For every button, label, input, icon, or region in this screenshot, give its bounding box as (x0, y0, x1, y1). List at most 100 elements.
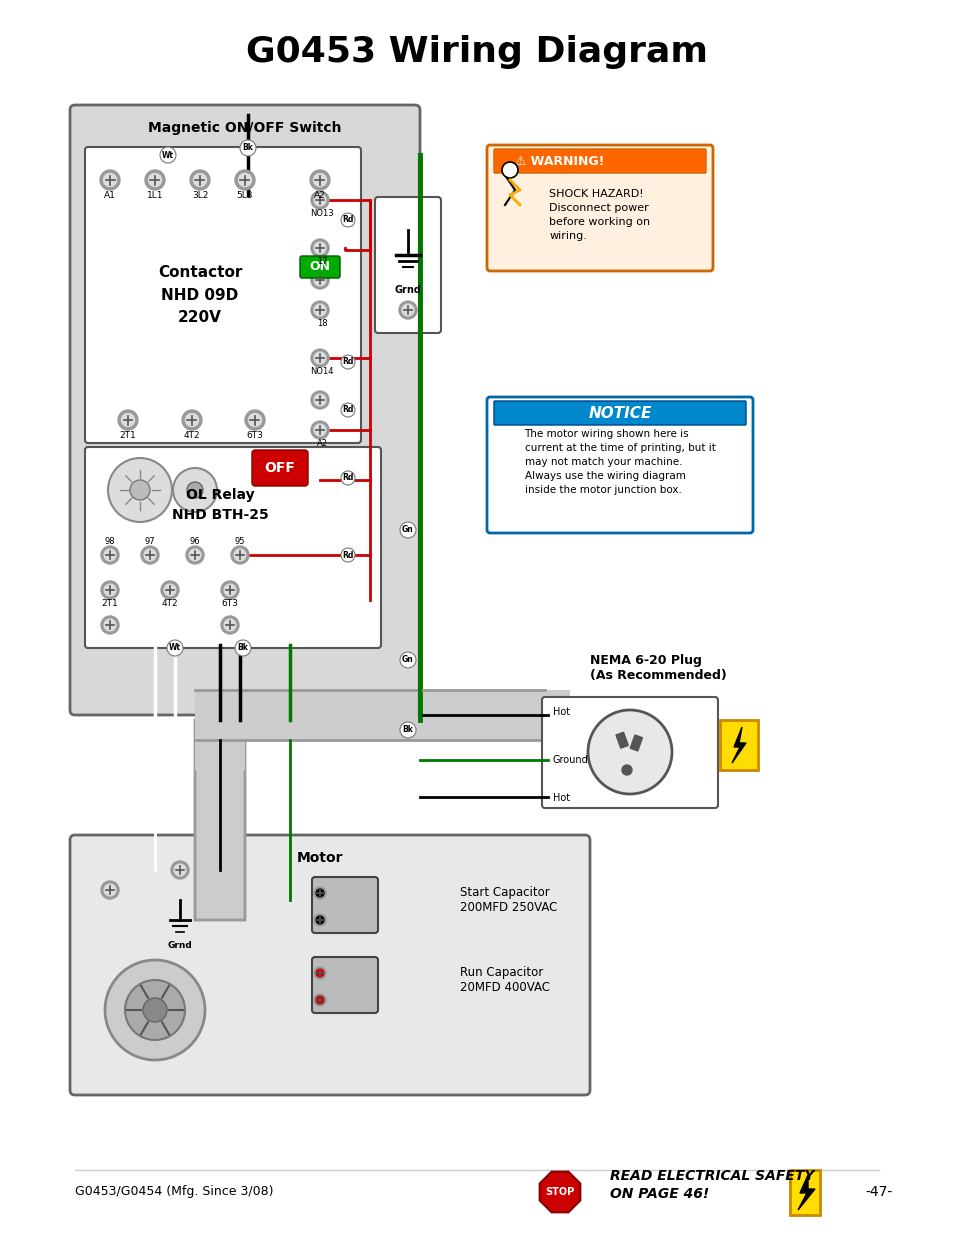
Text: Motor: Motor (296, 851, 343, 864)
FancyBboxPatch shape (312, 957, 377, 1013)
FancyBboxPatch shape (85, 147, 360, 443)
Circle shape (105, 960, 205, 1060)
FancyBboxPatch shape (85, 447, 380, 648)
Text: The motor wiring shown here is
current at the time of printing, but it
may not m: The motor wiring shown here is current a… (524, 429, 715, 495)
FancyBboxPatch shape (70, 835, 589, 1095)
Bar (630, 735, 641, 751)
Text: 95: 95 (234, 536, 245, 546)
Circle shape (231, 546, 249, 564)
Circle shape (185, 414, 198, 426)
Text: NEMA 6-20 Plug
(As Recommended): NEMA 6-20 Plug (As Recommended) (589, 655, 726, 682)
FancyBboxPatch shape (299, 256, 339, 278)
Text: Start Capacitor
200MFD 250VAC: Start Capacitor 200MFD 250VAC (459, 885, 557, 914)
Circle shape (399, 722, 416, 739)
Circle shape (311, 240, 329, 257)
Circle shape (340, 212, 355, 227)
Circle shape (104, 550, 115, 561)
Circle shape (104, 619, 115, 631)
Polygon shape (789, 1170, 820, 1215)
Circle shape (121, 414, 134, 426)
Circle shape (174, 864, 186, 876)
Circle shape (399, 522, 416, 538)
Circle shape (501, 162, 517, 178)
Circle shape (314, 173, 326, 186)
Text: Rd: Rd (342, 551, 354, 559)
Text: G0453/G0454 (Mfg. Since 3/08): G0453/G0454 (Mfg. Since 3/08) (75, 1186, 274, 1198)
Circle shape (104, 584, 115, 595)
Circle shape (315, 969, 324, 977)
Circle shape (101, 546, 119, 564)
Circle shape (125, 981, 185, 1040)
Text: ON: ON (309, 261, 330, 273)
Text: Rd: Rd (342, 473, 354, 483)
Circle shape (172, 468, 216, 513)
Text: 17: 17 (316, 258, 327, 267)
Circle shape (193, 173, 206, 186)
Text: NO14: NO14 (310, 368, 334, 377)
Circle shape (245, 410, 265, 430)
Text: 4T2: 4T2 (161, 599, 178, 609)
Text: Ground: Ground (553, 755, 588, 764)
FancyBboxPatch shape (486, 396, 752, 534)
FancyBboxPatch shape (70, 105, 419, 715)
Circle shape (221, 580, 239, 599)
Circle shape (186, 546, 204, 564)
Text: Hot: Hot (553, 793, 570, 803)
Circle shape (311, 191, 329, 209)
Text: Hot: Hot (553, 706, 570, 718)
FancyBboxPatch shape (539, 700, 639, 730)
Circle shape (311, 350, 329, 367)
Circle shape (100, 170, 120, 190)
Text: Bk: Bk (237, 643, 248, 652)
Circle shape (311, 301, 329, 319)
Text: 2T1: 2T1 (102, 599, 118, 609)
Text: 96: 96 (190, 536, 200, 546)
Text: A2: A2 (316, 440, 327, 448)
Circle shape (340, 548, 355, 562)
FancyBboxPatch shape (494, 149, 705, 173)
Circle shape (101, 881, 119, 899)
Bar (194, 690, 544, 740)
Circle shape (149, 173, 161, 186)
Circle shape (314, 304, 326, 316)
Circle shape (399, 652, 416, 668)
Text: Rd: Rd (342, 215, 354, 225)
Circle shape (108, 458, 172, 522)
Text: Grnd: Grnd (168, 941, 193, 950)
Circle shape (340, 471, 355, 485)
Text: Rd: Rd (342, 405, 354, 415)
Circle shape (164, 584, 175, 595)
Text: 5L3: 5L3 (236, 191, 253, 200)
Circle shape (621, 764, 631, 776)
Circle shape (340, 403, 355, 417)
Circle shape (315, 889, 324, 897)
Polygon shape (720, 720, 758, 769)
Circle shape (314, 424, 326, 436)
Circle shape (398, 301, 416, 319)
Circle shape (182, 410, 202, 430)
Text: SHOCK HAZARD!
Disconnect power
before working on
wiring.: SHOCK HAZARD! Disconnect power before wo… (549, 189, 650, 241)
Text: Gn: Gn (402, 656, 414, 664)
Text: 6T3: 6T3 (221, 599, 238, 609)
Circle shape (314, 274, 326, 285)
Text: Wt: Wt (162, 151, 173, 159)
Circle shape (311, 270, 329, 289)
Circle shape (314, 914, 326, 926)
Circle shape (234, 170, 254, 190)
Circle shape (224, 584, 235, 595)
Circle shape (314, 887, 326, 899)
Circle shape (248, 414, 261, 426)
Circle shape (340, 354, 355, 369)
Text: 1L1: 1L1 (147, 191, 163, 200)
Circle shape (310, 170, 330, 190)
Circle shape (314, 352, 326, 364)
Text: 2T1: 2T1 (119, 431, 136, 441)
Text: OFF: OFF (264, 461, 295, 475)
Circle shape (314, 967, 326, 979)
Circle shape (314, 394, 326, 406)
FancyBboxPatch shape (194, 720, 245, 920)
Circle shape (187, 482, 203, 498)
Text: Wt: Wt (169, 643, 181, 652)
Circle shape (221, 616, 239, 634)
Polygon shape (797, 1174, 814, 1210)
